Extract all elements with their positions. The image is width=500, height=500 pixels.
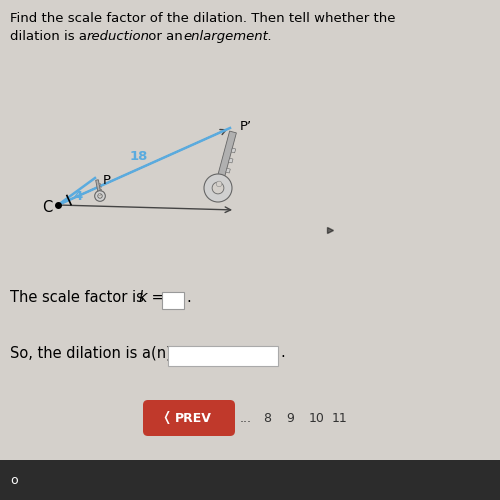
- Polygon shape: [99, 184, 100, 185]
- FancyBboxPatch shape: [143, 400, 235, 436]
- Text: ⌄: ⌄: [265, 347, 274, 357]
- Circle shape: [216, 181, 222, 186]
- Text: dilation is a: dilation is a: [10, 30, 91, 43]
- Polygon shape: [226, 168, 230, 173]
- Text: .: .: [186, 290, 191, 305]
- Polygon shape: [100, 189, 102, 191]
- Circle shape: [212, 182, 224, 194]
- Text: ❬: ❬: [161, 412, 172, 424]
- Text: So, the dilation is a(n): So, the dilation is a(n): [10, 345, 172, 360]
- Text: Find the scale factor of the dilation. Then tell whether the: Find the scale factor of the dilation. T…: [10, 12, 396, 25]
- Circle shape: [98, 194, 101, 196]
- Text: C: C: [42, 200, 52, 214]
- Circle shape: [204, 174, 232, 202]
- Polygon shape: [232, 148, 235, 153]
- Text: 18: 18: [130, 150, 148, 163]
- Text: 11: 11: [332, 412, 348, 424]
- Polygon shape: [100, 186, 101, 188]
- Bar: [0, 460, 500, 500]
- Text: enlargement.: enlargement.: [183, 30, 272, 43]
- FancyBboxPatch shape: [168, 346, 278, 366]
- Text: reduction: reduction: [87, 30, 150, 43]
- Polygon shape: [228, 158, 233, 163]
- Text: or an: or an: [144, 30, 187, 43]
- Text: 10: 10: [309, 412, 325, 424]
- Text: 8: 8: [263, 412, 271, 424]
- Polygon shape: [96, 180, 102, 196]
- Text: o: o: [10, 474, 18, 486]
- Text: .: .: [280, 345, 285, 360]
- Text: P: P: [103, 174, 111, 186]
- Text: ...: ...: [240, 412, 252, 424]
- FancyBboxPatch shape: [162, 292, 184, 309]
- Text: 4: 4: [74, 190, 82, 202]
- Text: k: k: [138, 290, 146, 305]
- Text: =: =: [147, 290, 164, 305]
- Text: 9: 9: [286, 412, 294, 424]
- Circle shape: [98, 194, 102, 198]
- Polygon shape: [214, 131, 236, 189]
- Text: The scale factor is: The scale factor is: [10, 290, 148, 305]
- Text: PREV: PREV: [175, 412, 212, 424]
- Circle shape: [94, 190, 106, 202]
- Text: P’: P’: [240, 120, 252, 132]
